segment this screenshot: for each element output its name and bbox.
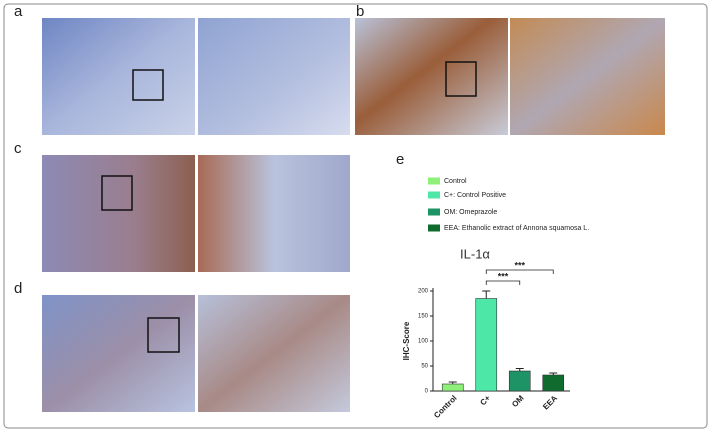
significance-bracket	[485, 280, 521, 285]
bar	[508, 370, 531, 392]
bar	[542, 374, 565, 392]
panel-label: a	[14, 3, 23, 20]
x-tick-label: EEA	[541, 393, 559, 411]
legend-swatch	[428, 224, 440, 232]
x-tick-label: C+	[478, 393, 492, 407]
y-tick-label: 0	[425, 389, 429, 395]
legend-label: C+: Control Positive	[444, 192, 506, 199]
legend-label: OM: Omeprazole	[444, 209, 497, 216]
bar	[441, 383, 464, 392]
legend-swatch	[428, 177, 440, 185]
y-tick-label: 100	[418, 339, 429, 345]
chart-title: IL-1α	[460, 246, 490, 261]
legend-label: Control	[444, 178, 467, 185]
y-tick-label: 200	[418, 289, 429, 295]
panel-label: d	[14, 280, 22, 297]
legend-label: EEA: Ethanolic extract of Annona squamos…	[444, 225, 589, 232]
micrographs	[42, 18, 665, 412]
bar	[475, 298, 498, 392]
x-tick-label: Control	[432, 394, 458, 420]
x-tick-label: OM	[510, 393, 526, 409]
panel-label: b	[356, 3, 364, 20]
panel-label: e	[396, 151, 404, 168]
y-tick-label: 150	[418, 314, 429, 320]
frame	[3, 3, 708, 429]
significance-label: ***	[514, 260, 525, 270]
legend-swatch	[428, 208, 440, 216]
significance-label: ***	[498, 271, 509, 281]
y-tick-label: 50	[421, 364, 428, 370]
panel-label: c	[14, 140, 22, 157]
significance-bracket	[485, 269, 554, 274]
y-axis-label: IHC-Score	[402, 321, 411, 360]
legend-swatch	[428, 191, 440, 199]
